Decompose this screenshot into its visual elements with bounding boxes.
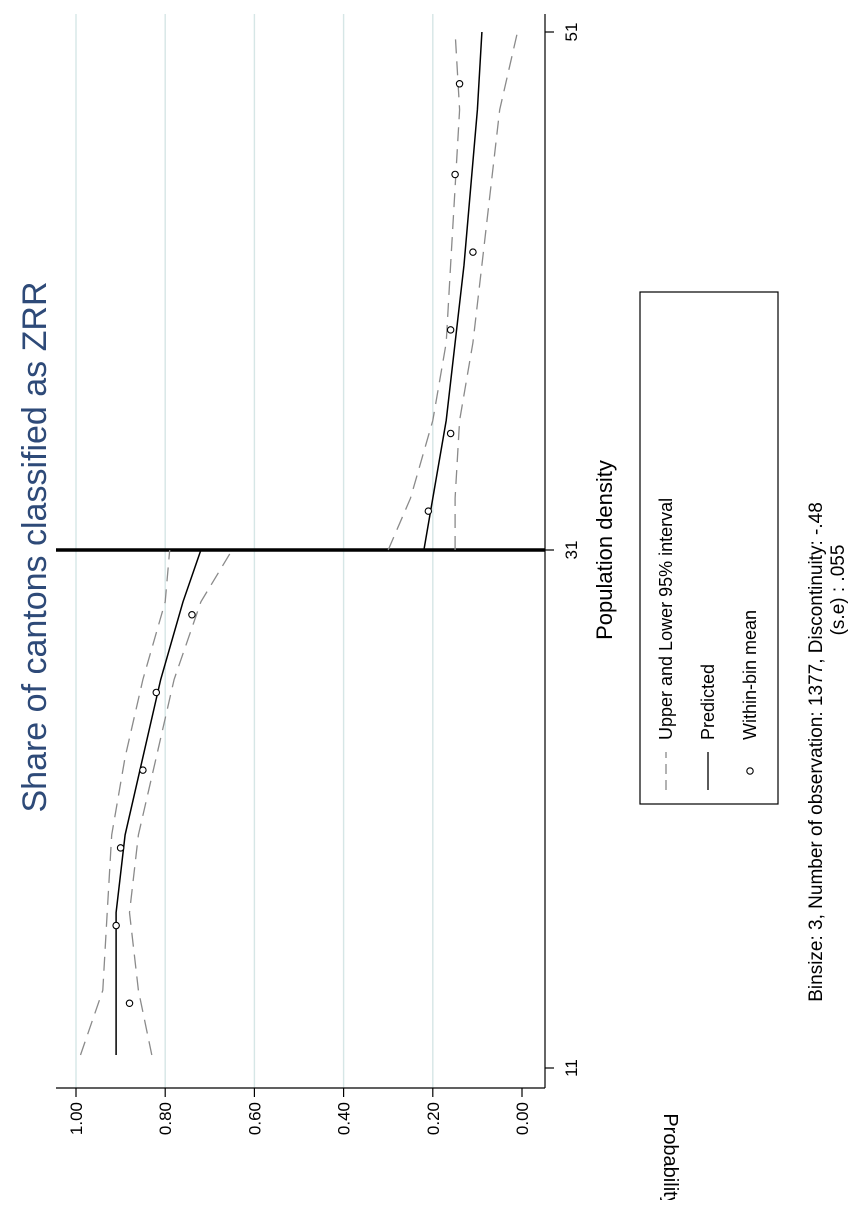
y-tick-label: 1.00	[67, 1102, 86, 1135]
bin-mean-point	[469, 248, 477, 256]
x-tick-label: 31	[562, 541, 581, 560]
bin-mean-point	[455, 80, 464, 88]
bin-mean-point	[451, 170, 459, 179]
axes: 0.00 0.20 0.40 0.60 0.80 1.00 11 31 51	[56, 14, 581, 1135]
bin-mean-point	[125, 999, 134, 1007]
bin-mean-point	[188, 610, 196, 619]
bin-mean-point	[152, 688, 161, 697]
bin-mean-point	[424, 507, 433, 515]
legend-label-within-bin: Within-bin mean	[740, 610, 760, 740]
x-axis-label: Population density	[592, 460, 617, 640]
legend-marker-swatch	[746, 767, 754, 775]
legend-box	[639, 291, 779, 805]
y-tick-label: 0.40	[335, 1102, 354, 1135]
note-line-1: Binsize: 3, Number of observation: 1377,…	[806, 502, 827, 1002]
y-tick-label: 0.00	[513, 1102, 532, 1135]
bin-mean-point	[446, 429, 455, 438]
y-tick-label: 0.20	[424, 1102, 443, 1135]
y-axis-label: Probability	[659, 1113, 681, 1200]
bin-mean-point	[139, 766, 147, 774]
plot-lines	[56, 31, 545, 1056]
legend-label-interval: Upper and Lower 95% interval	[656, 498, 676, 740]
predicted-line	[423, 31, 483, 551]
x-tick-label: 51	[562, 23, 581, 42]
bin-mean-point	[112, 921, 120, 930]
confidence-interval-line	[387, 31, 461, 551]
confidence-interval-line	[128, 549, 233, 1056]
chart-title: Share of cantons classified as ZRR	[16, 281, 54, 812]
predicted-line	[115, 549, 202, 1055]
legend: Upper and Lower 95% interval Predicted W…	[639, 291, 779, 805]
y-tick-label: 0.60	[245, 1102, 264, 1135]
y-tick-label: 0.80	[156, 1102, 175, 1135]
confidence-interval-line	[79, 549, 171, 1056]
x-tick-label: 11	[562, 1059, 581, 1077]
confidence-interval-line	[454, 31, 519, 550]
bin-mean-point	[116, 844, 125, 852]
bin-mean-point	[446, 326, 455, 334]
note-line-2: (s.e) : .055	[828, 545, 848, 636]
bin-markers	[112, 80, 477, 1007]
legend-label-predicted: Predicted	[698, 664, 718, 740]
